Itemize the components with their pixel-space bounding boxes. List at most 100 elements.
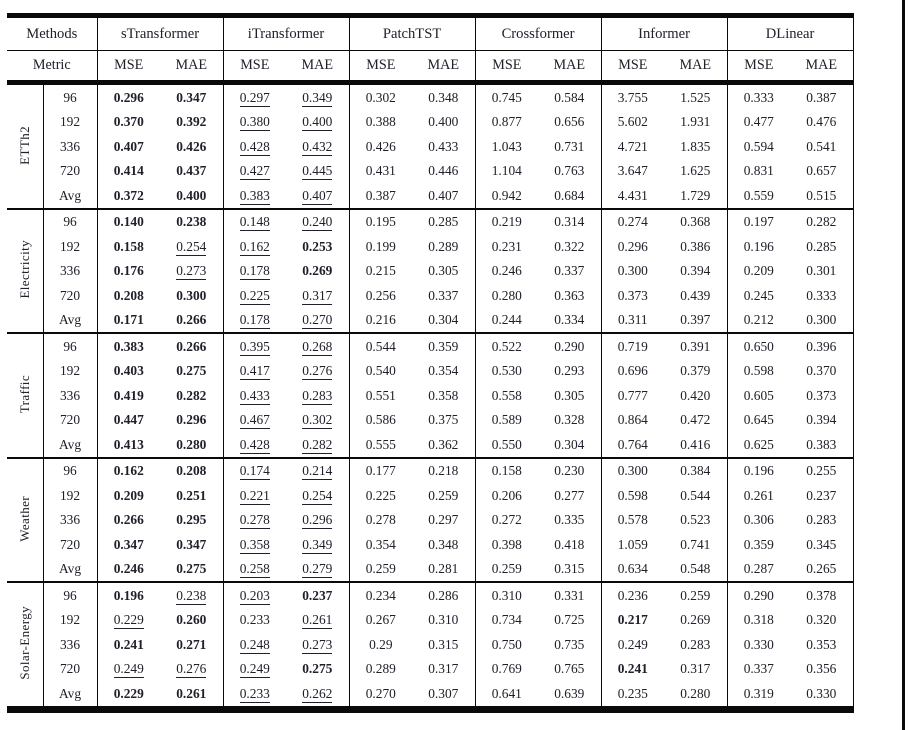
value-cell: 0.249 (600, 632, 665, 657)
value-cell: 0.428 (222, 134, 287, 159)
best-value: 0.217 (617, 612, 648, 628)
metric-value: 0.319 (743, 685, 774, 701)
horizon-cell: 720 (42, 283, 98, 308)
metric-mae: MAE (286, 50, 350, 85)
value-cell: 0.296 (600, 234, 665, 259)
second-best-value: 0.238 (176, 587, 207, 605)
horizon-cell: 720 (42, 532, 98, 557)
metric-value: 0.337 (554, 263, 585, 279)
best-value: 0.437 (176, 163, 207, 179)
metric-mse: MSE (96, 50, 161, 85)
metric-value: 0.725 (554, 612, 585, 628)
metric-value: 0.354 (428, 363, 459, 379)
best-value: 0.300 (176, 287, 207, 303)
value-cell: 0.391 (664, 332, 728, 359)
value-cell: 0.249 (96, 656, 161, 681)
metric-value: 0.259 (428, 487, 459, 503)
value-cell: 0.354 (348, 532, 413, 557)
value-cell: 0.269 (286, 259, 349, 284)
value-cell: 0.280 (664, 681, 727, 709)
metric-value: 0.639 (554, 685, 585, 701)
metric-value: 0.598 (743, 363, 774, 379)
metric-value: 0.261 (743, 487, 774, 503)
metric-value: 0.400 (428, 114, 459, 130)
value-cell: 0.387 (790, 82, 854, 110)
value-cell: 0.641 (474, 681, 539, 709)
metric-value: 1.729 (680, 187, 711, 203)
value-cell: 0.256 (348, 283, 413, 308)
second-best-value: 0.427 (239, 163, 270, 181)
metric-value: 0.625 (743, 436, 774, 452)
best-value: 0.158 (113, 238, 144, 254)
metric-value: 4.431 (617, 187, 648, 203)
horizon-cell: 336 (42, 134, 98, 159)
value-cell: 0.296 (286, 508, 349, 533)
metric-value: 0.764 (617, 436, 648, 452)
second-best-value: 0.249 (113, 661, 144, 679)
second-best-value: 0.428 (239, 436, 270, 454)
value-cell: 0.295 (160, 508, 223, 533)
horizon-cell: 336 (42, 258, 98, 283)
value-cell: 0.208 (160, 456, 224, 483)
value-cell: 0.258 (222, 556, 287, 582)
value-cell: 0.384 (664, 456, 728, 483)
metric-value: 0.225 (365, 487, 396, 503)
metric-value: 0.373 (806, 387, 837, 403)
metric-value: 0.317 (428, 661, 459, 677)
metric-value: 0.314 (554, 214, 585, 230)
value-cell: 0.162 (96, 456, 161, 483)
value-cell: 0.359 (726, 532, 791, 557)
value-cell: 0.864 (600, 407, 665, 432)
value-cell: 0.285 (412, 207, 476, 234)
value-cell: 0.625 (726, 432, 791, 458)
value-cell: 0.426 (348, 134, 413, 159)
best-value: 0.238 (176, 214, 207, 230)
best-value: 0.241 (617, 661, 648, 677)
metric-value: 0.281 (428, 561, 459, 577)
metric-value: 0.310 (428, 612, 459, 628)
value-cell: 0.383 (222, 183, 287, 209)
value-cell: 0.261 (286, 608, 349, 633)
value-cell: 0.196 (726, 456, 791, 483)
metric-value: 0.548 (680, 561, 711, 577)
value-cell: 0.259 (474, 556, 539, 582)
methods-label: Methods (7, 15, 98, 51)
second-best-value: 0.178 (239, 263, 270, 281)
dataset-label-text: Weather (17, 495, 33, 542)
second-best-value: 0.432 (302, 138, 333, 156)
value-cell: 0.407 (286, 183, 349, 209)
metric-value: 0.777 (617, 387, 648, 403)
metric-value: 0.330 (743, 636, 774, 652)
metric-value: 0.354 (365, 536, 396, 552)
value-cell: 3.755 (600, 82, 665, 110)
metric-value: 0.245 (743, 287, 774, 303)
metric-value: 0.394 (680, 263, 711, 279)
metric-value: 0.551 (365, 387, 396, 403)
metric-mae: MAE (790, 50, 854, 85)
value-cell: 0.214 (286, 456, 350, 483)
value-cell: 0.219 (474, 207, 539, 234)
metric-value: 0.734 (491, 612, 522, 628)
metric-value: 0.297 (428, 512, 459, 528)
value-cell: 0.199 (348, 234, 413, 259)
value-cell: 0.282 (286, 432, 349, 458)
value-cell: 0.289 (348, 656, 413, 681)
value-cell: 0.277 (538, 483, 601, 508)
best-value: 0.171 (113, 312, 144, 328)
metric-value: 0.378 (806, 587, 837, 603)
value-cell: 0.348 (412, 83, 475, 110)
value-cell: 0.246 (474, 258, 539, 283)
value-cell: 0.358 (412, 383, 475, 408)
value-cell: 0.197 (726, 207, 791, 234)
second-best-value: 0.297 (239, 89, 270, 107)
value-cell: 0.310 (412, 608, 475, 633)
second-best-value: 0.349 (302, 89, 333, 107)
table-row: 336 0.419 0.282 0.433 0.283 0.551 0.358 0.558 0.… (7, 383, 854, 408)
value-cell: 0.541 (790, 134, 854, 159)
value-cell: 0.275 (160, 359, 223, 384)
value-cell: 4.721 (600, 134, 665, 159)
metric-value: 0.280 (491, 287, 522, 303)
best-value: 0.229 (113, 685, 144, 701)
best-value: 0.208 (176, 463, 207, 479)
method-header-informer: Informer (600, 15, 728, 51)
